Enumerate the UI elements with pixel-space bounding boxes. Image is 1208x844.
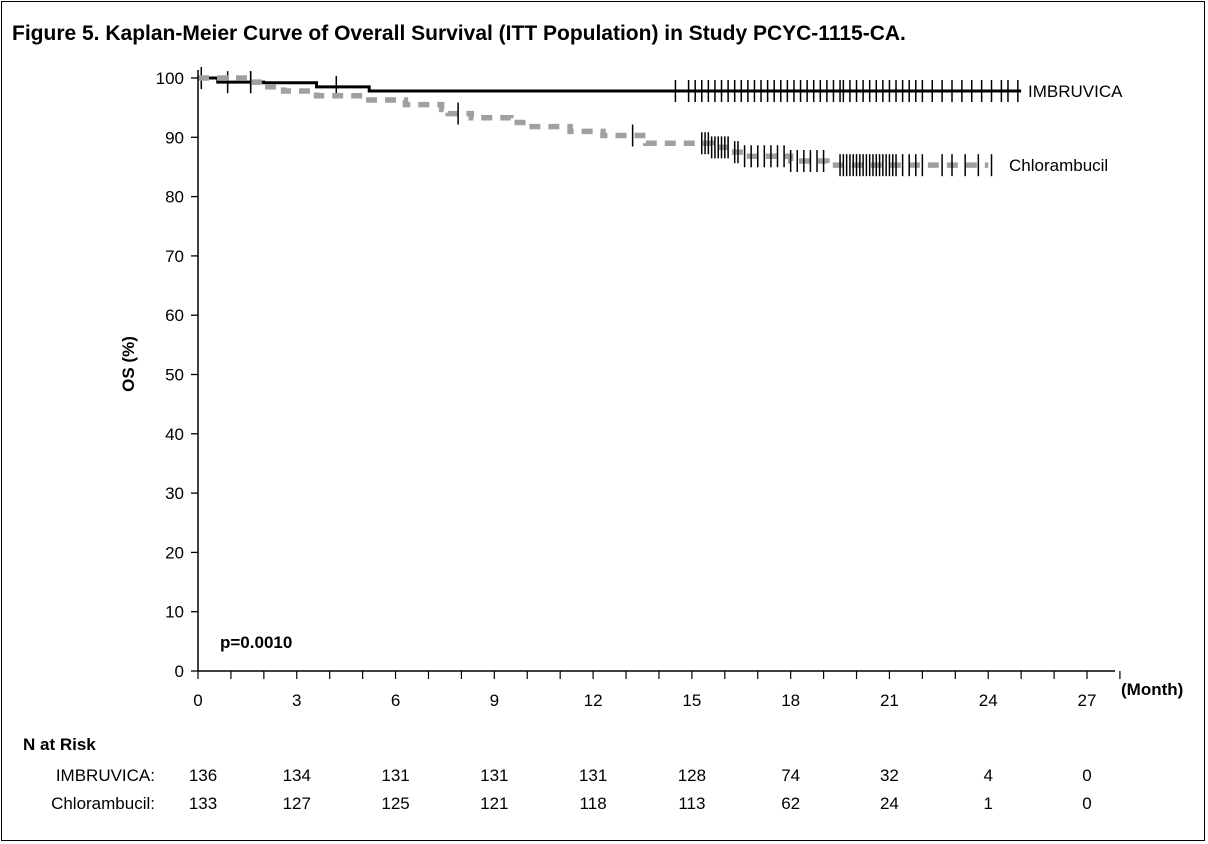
y-tick-label: 50 [165,366,184,385]
x-tick-label: 3 [292,691,301,710]
x-axis-label: (Month) [1121,680,1183,699]
y-tick-label: 60 [165,306,184,325]
x-tick-label: 12 [584,691,603,710]
y-tick-label: 20 [165,543,184,562]
y-axis-label: OS (%) [119,336,138,392]
x-tick-label: 9 [490,691,499,710]
x-tick-label: 24 [979,691,998,710]
x-tick-label: 27 [1078,691,1097,710]
y-tick-label: 80 [165,188,184,207]
x-tick-label: 15 [682,691,701,710]
y-tick-label: 100 [156,69,184,88]
y-tick-label: 30 [165,484,184,503]
figure-title: Figure 5. Kaplan-Meier Curve of Overall … [12,22,906,45]
x-tick-label: 18 [781,691,800,710]
x-tick-label: 6 [391,691,400,710]
x-tick-label: 21 [880,691,899,710]
y-tick-label: 90 [165,128,184,147]
p-value-annotation: p=0.0010 [220,633,292,652]
y-tick-label: 0 [175,662,184,681]
y-tick-label: 10 [165,603,184,622]
y-tick-label: 70 [165,247,184,266]
x-tick-label: 0 [193,691,202,710]
series-label-chlorambucil: Chlorambucil [1009,156,1108,175]
curve-imbruvica [198,76,1022,93]
y-tick-label: 40 [165,425,184,444]
series-label-imbruvica: IMBRUVICA [1028,82,1123,101]
